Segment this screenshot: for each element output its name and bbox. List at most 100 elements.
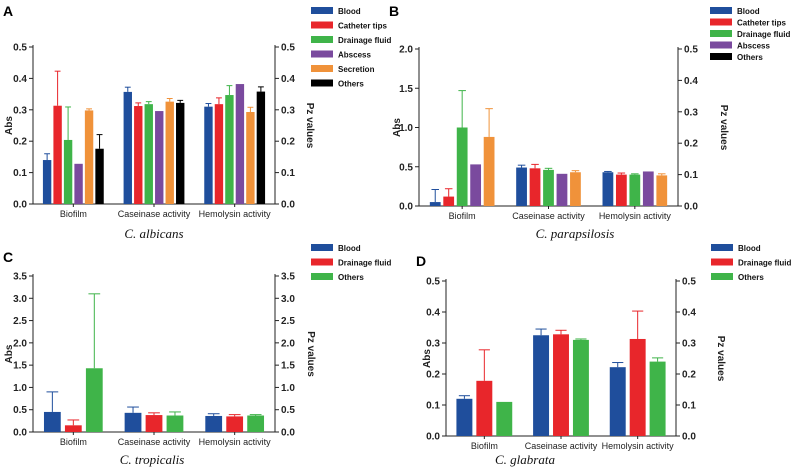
legend-label: Others <box>338 273 364 282</box>
bar <box>225 95 234 204</box>
y2-tick-label: 3.5 <box>281 272 295 283</box>
bar <box>516 167 527 206</box>
legend-swatch <box>710 41 732 49</box>
bar <box>53 105 62 204</box>
y-tick-label: 1.0 <box>13 383 27 394</box>
legend-label: Drainage fluid <box>338 36 391 45</box>
x-tick-label: Caseinase activity <box>118 437 191 447</box>
bar <box>629 174 641 206</box>
x-tick-label: Biofilm <box>449 211 476 221</box>
y-tick-label: 2.0 <box>13 338 27 349</box>
y2-tick-label: 0.0 <box>682 432 696 443</box>
y-tick-label: 0.5 <box>426 277 440 288</box>
bar <box>572 339 589 436</box>
y2-tick-label: 0.3 <box>684 107 698 118</box>
panel-b: B 0.0 0.5 1.0 1.5 2.0 0.0 0.1 0.2 0.3 0.4 0.5 Abs Pz … <box>389 3 790 241</box>
bar <box>74 163 83 204</box>
legend-swatch <box>710 53 732 60</box>
legend-label: Blood <box>338 7 361 16</box>
legend-label: Drainage fluid <box>338 259 391 268</box>
bar <box>42 160 52 204</box>
bar <box>214 104 224 204</box>
x-tick-label: Hemolysin activity <box>199 209 272 219</box>
bar <box>246 111 255 204</box>
y2-axis-label: Pz values <box>305 331 316 377</box>
legend-label: Others <box>338 80 364 89</box>
y2-tick-label: 0.1 <box>281 168 295 179</box>
y-tick-label: 0.4 <box>426 308 440 319</box>
bar <box>543 169 554 206</box>
x-tick-label: Hemolysin activity <box>602 441 675 451</box>
chart-title: C. glabrata <box>495 452 555 467</box>
panel-letter: C <box>3 249 13 265</box>
y-tick-label: 0.2 <box>426 370 440 381</box>
y2-tick-label: 0.4 <box>682 308 696 319</box>
bar <box>656 175 668 206</box>
y2-tick-label: 0.5 <box>281 405 295 416</box>
y2-tick-label: 1.5 <box>281 361 295 372</box>
legend-swatch <box>311 258 333 266</box>
y-tick-label: 1.5 <box>13 361 27 372</box>
bar <box>134 106 143 204</box>
y-axis-label: Abs <box>422 349 433 368</box>
panel-letter: B <box>389 3 399 19</box>
x-tick-label: Biofilm <box>60 437 87 447</box>
y-tick-label: 0.0 <box>13 200 27 211</box>
y-tick-label: 0.5 <box>13 43 27 54</box>
y-tick-label: 0.2 <box>13 137 27 148</box>
x-tick-label: Hemolysin activity <box>599 211 672 221</box>
bar <box>476 380 493 436</box>
y2-tick-label: 0.1 <box>684 170 698 181</box>
bar <box>43 411 61 432</box>
chart-title: C. tropicalis <box>120 452 185 467</box>
y2-axis-label: Pz values <box>304 103 315 149</box>
legend-swatch <box>710 7 732 14</box>
y2-tick-label: 0.3 <box>281 105 295 116</box>
bar <box>615 174 627 206</box>
bar <box>483 136 495 206</box>
y-tick-label: 0.3 <box>13 105 27 116</box>
x-tick-label: Caseinase activity <box>525 441 598 451</box>
bar <box>145 415 163 432</box>
legend-swatch <box>710 18 732 26</box>
y2-tick-label: 0.0 <box>684 202 698 213</box>
bar <box>649 361 666 436</box>
bar <box>64 425 82 432</box>
y2-tick-label: 0.2 <box>281 137 295 148</box>
panel-a: A 0.0 0.1 0.2 0.3 0.4 0.5 0.0 0.1 0.2 0.3 0.4 0.5 Abs… <box>3 3 391 241</box>
legend-label: Abscess <box>737 42 770 51</box>
bar <box>247 415 265 432</box>
y-tick-label: 3.0 <box>13 294 27 305</box>
panel-letter: A <box>3 3 13 19</box>
legend-label: Abscess <box>338 51 371 60</box>
y-axis-label: Abs <box>4 344 15 363</box>
y-axis-label: Abs <box>392 118 403 137</box>
bar <box>84 110 94 204</box>
y2-tick-label: 0.0 <box>281 200 295 211</box>
bar <box>553 334 569 436</box>
bar <box>609 367 626 436</box>
y2-tick-label: 1.0 <box>281 383 295 394</box>
bar <box>256 91 266 204</box>
legend-swatch <box>311 7 333 14</box>
bar <box>602 172 614 206</box>
y2-axis-label: Pz values <box>715 336 726 382</box>
bar <box>95 148 104 204</box>
y2-tick-label: 0.4 <box>684 76 698 87</box>
y-axis-label: Abs <box>4 116 15 135</box>
chart-title: C. albicans <box>124 226 183 241</box>
bar <box>496 401 513 436</box>
y-tick-label: 1.0 <box>399 123 413 134</box>
legend-swatch <box>311 65 333 72</box>
bar <box>204 106 213 204</box>
legend-swatch <box>711 258 733 266</box>
bar <box>144 104 153 204</box>
y-tick-label: 0.1 <box>426 401 440 412</box>
bar <box>166 415 184 432</box>
legend-swatch <box>711 273 733 280</box>
legend-label: Catheter tips <box>338 22 387 31</box>
legend-label: Others <box>737 53 763 62</box>
bar <box>85 368 103 432</box>
bar <box>235 84 245 204</box>
